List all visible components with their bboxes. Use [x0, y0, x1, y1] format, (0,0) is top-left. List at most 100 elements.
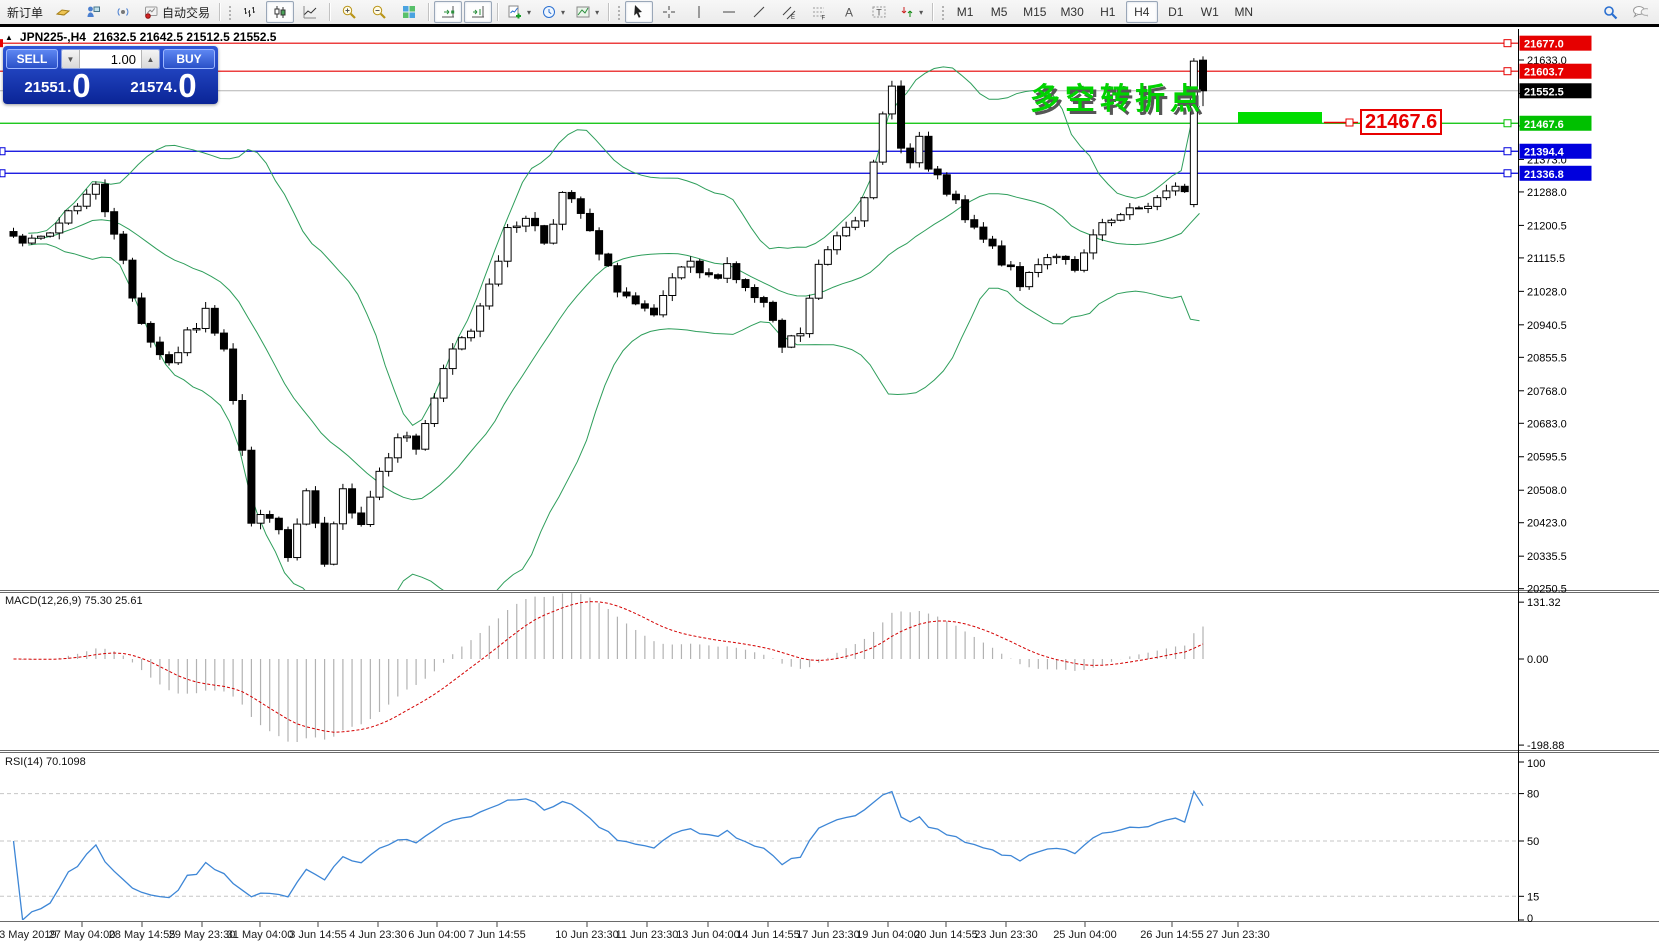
metaeditor-icon: [85, 4, 101, 20]
chart-annotation-text[interactable]: 多空转折点: [1030, 83, 1205, 116]
candle-body: [201, 307, 210, 329]
green-zone-rectangle[interactable]: [1238, 112, 1322, 123]
candle-body: [485, 283, 494, 307]
line-chart-button[interactable]: [296, 1, 324, 23]
candle-body: [613, 265, 622, 293]
timeframe-m5-button[interactable]: M5: [983, 1, 1015, 23]
signals-button[interactable]: [109, 1, 137, 23]
time-axis-label: 26 Jun 14:55: [1140, 929, 1204, 941]
candlestick-button[interactable]: [266, 1, 295, 23]
volume-input[interactable]: [80, 50, 141, 68]
periods-button[interactable]: ▾: [537, 1, 569, 23]
crosshair-button[interactable]: [655, 1, 683, 23]
line-handle[interactable]: [1503, 119, 1512, 128]
candle-body: [1162, 190, 1171, 199]
candle-body: [366, 496, 375, 526]
candle-body: [704, 272, 713, 276]
chevron-down-icon[interactable]: ▾: [919, 7, 924, 17]
timeframe-d1-button[interactable]: D1: [1160, 1, 1192, 23]
candle-body: [174, 352, 183, 364]
bar-chart-button[interactable]: [236, 1, 264, 23]
text-button[interactable]: A: [835, 1, 863, 23]
horizontal-level-lines[interactable]: [0, 39, 1518, 178]
fibonacci-button[interactable]: F: [805, 1, 833, 23]
price-axis[interactable]: 21633.021545.521460.521373.021288.021200…: [1518, 35, 1592, 925]
price-tag-handle[interactable]: [1345, 118, 1354, 127]
templates-button[interactable]: ▾: [571, 1, 603, 23]
timeframe-m30-button[interactable]: M30: [1054, 1, 1089, 23]
market-button[interactable]: [49, 1, 77, 23]
line-handle[interactable]: [0, 39, 3, 48]
candle-body: [1144, 205, 1153, 210]
line-handle[interactable]: [1503, 169, 1512, 178]
horizontal-line-button[interactable]: [715, 1, 743, 23]
candle-body: [1089, 234, 1098, 254]
cursor-button[interactable]: [625, 1, 654, 23]
price-level-label: 21336.8: [1524, 169, 1564, 181]
timeframe-mn-button[interactable]: MN: [1228, 1, 1260, 23]
toolbar-grip[interactable]: [940, 4, 946, 20]
indicators-button[interactable]: ▾: [503, 1, 535, 23]
candle-body: [1052, 255, 1061, 259]
equidistant-channel-button[interactable]: E: [775, 1, 803, 23]
arrows-icon: [899, 4, 915, 20]
trendline-icon: [751, 4, 767, 20]
line-handle[interactable]: [0, 147, 6, 156]
time-axis-label: 27 May 04:00: [49, 929, 116, 941]
toolbar-separator: [428, 3, 430, 21]
buy-button[interactable]: BUY: [163, 49, 215, 69]
candle-body: [997, 245, 1006, 266]
candle-body: [128, 259, 137, 299]
text-label-button[interactable]: T: [865, 1, 893, 23]
sell-price[interactable]: 21551. 0: [6, 69, 109, 102]
chart-shift-button[interactable]: [464, 1, 493, 23]
search-button[interactable]: [1596, 1, 1624, 23]
time-axis-label: 23 Jun 23:30: [974, 929, 1038, 941]
bollinger-band-line: [28, 243, 1200, 590]
timeframe-h1-button[interactable]: H1: [1092, 1, 1124, 23]
candle-body: [878, 113, 887, 163]
macd-histogram: [22, 593, 1204, 742]
toolbar-separator: [329, 3, 331, 21]
line-handle[interactable]: [1503, 147, 1512, 156]
price-axis-tick-label: 20855.5: [1527, 352, 1567, 364]
rsi-axis-label: 15: [1527, 891, 1539, 903]
vertical-line-button[interactable]: [685, 1, 713, 23]
tile-windows-button[interactable]: [395, 1, 423, 23]
collapse-triangle-icon[interactable]: ▲: [5, 32, 13, 42]
chevron-down-icon[interactable]: ▾: [561, 7, 566, 17]
candle-body: [137, 297, 146, 324]
timeframe-m1-button[interactable]: M1: [949, 1, 981, 23]
line-handle[interactable]: [0, 169, 6, 178]
candle-body: [284, 529, 292, 559]
auto-scroll-button[interactable]: [434, 1, 463, 23]
buy-price[interactable]: 21574. 0: [112, 69, 215, 102]
volume-increase-button[interactable]: ▲: [141, 50, 159, 68]
time-axis-label: 17 Jun 23:30: [796, 929, 860, 941]
chevron-down-icon[interactable]: ▾: [595, 7, 600, 17]
arrows-button[interactable]: ▾: [895, 1, 927, 23]
price-level-label: 21394.4: [1524, 147, 1565, 159]
timeframe-m15-button[interactable]: M15: [1017, 1, 1052, 23]
toolbar-grip[interactable]: [616, 4, 622, 20]
autotrading-button[interactable]: 自动交易: [139, 1, 214, 23]
volume-decrease-button[interactable]: ▼: [62, 50, 80, 68]
timeframe-w1-button[interactable]: W1: [1194, 1, 1226, 23]
zoom-out-button[interactable]: [365, 1, 393, 23]
trendline-button[interactable]: [745, 1, 773, 23]
indicators-icon: [507, 4, 523, 20]
price-axis-tick-label: 20250.5: [1527, 584, 1567, 596]
timeframe-h4-button[interactable]: H4: [1125, 1, 1158, 23]
support-price-tag[interactable]: 21467.6: [1360, 109, 1443, 135]
new-order-button[interactable]: 新订单: [3, 1, 47, 23]
line-handle[interactable]: [1503, 67, 1512, 76]
zoom-in-button[interactable]: [335, 1, 363, 23]
toolbar-grip[interactable]: [227, 4, 233, 20]
chevron-down-icon[interactable]: ▾: [527, 7, 532, 17]
sell-button[interactable]: SELL: [6, 49, 58, 69]
line-handle[interactable]: [1503, 39, 1512, 48]
chat-button[interactable]: [1626, 1, 1654, 23]
metaeditor-button[interactable]: [79, 1, 107, 23]
